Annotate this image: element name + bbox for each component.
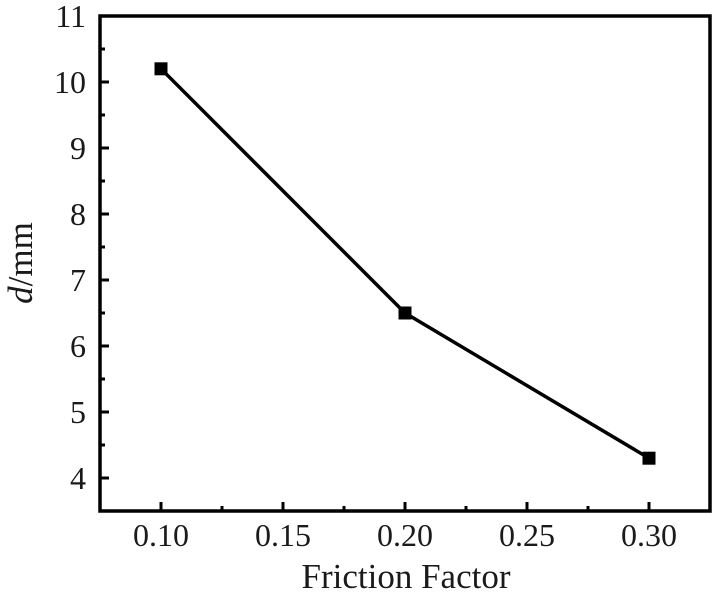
data-point-marker: [642, 451, 656, 465]
data-point-marker: [154, 62, 168, 76]
y-tick-label: 10: [54, 64, 86, 100]
y-tick-label: 8: [70, 196, 86, 232]
y-axis-title-italic-part: d: [1, 286, 40, 304]
y-tick-label: 6: [70, 328, 86, 364]
y-tick-label: 11: [55, 0, 86, 34]
x-tick-label: 0.30: [621, 517, 677, 553]
y-tick-label: 4: [70, 460, 86, 496]
data-point-marker: [398, 306, 412, 320]
y-axis-title: d/mm: [1, 222, 40, 304]
x-tick-label: 0.20: [377, 517, 433, 553]
y-tick-label: 9: [70, 130, 86, 166]
y-axis-title-regular-part: /mm: [1, 222, 40, 286]
x-tick-label: 0.15: [255, 517, 311, 553]
x-tick-label: 0.25: [499, 517, 555, 553]
y-tick-label: 7: [70, 262, 86, 298]
x-axis-title: Friction Factor: [302, 557, 511, 596]
y-tick-label: 5: [70, 394, 86, 430]
x-tick-label: 0.10: [133, 517, 189, 553]
